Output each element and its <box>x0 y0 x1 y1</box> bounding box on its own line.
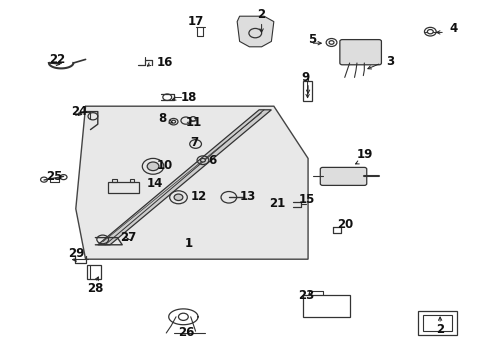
Bar <box>422 315 451 331</box>
Text: 11: 11 <box>185 116 202 129</box>
Text: 7: 7 <box>190 136 199 149</box>
Text: 18: 18 <box>181 91 197 104</box>
Text: 23: 23 <box>298 289 314 302</box>
Text: 10: 10 <box>156 159 172 172</box>
Text: 28: 28 <box>87 282 103 294</box>
Polygon shape <box>237 16 273 47</box>
FancyBboxPatch shape <box>339 40 381 65</box>
Circle shape <box>174 194 183 201</box>
Bar <box>107 182 139 193</box>
Bar <box>112 179 117 182</box>
Bar <box>87 265 101 279</box>
FancyBboxPatch shape <box>320 167 366 185</box>
Text: 12: 12 <box>190 190 206 203</box>
Text: 14: 14 <box>146 177 163 190</box>
Text: 1: 1 <box>184 237 192 249</box>
Circle shape <box>147 162 159 171</box>
Text: 19: 19 <box>356 148 372 161</box>
Text: 17: 17 <box>187 15 203 28</box>
Text: 2: 2 <box>257 8 265 21</box>
Text: 15: 15 <box>298 193 314 206</box>
Text: 4: 4 <box>449 22 457 35</box>
Text: 6: 6 <box>207 154 216 167</box>
Circle shape <box>200 158 205 162</box>
Text: 29: 29 <box>68 247 84 260</box>
Bar <box>129 179 134 182</box>
Text: 2: 2 <box>435 323 443 336</box>
Text: 13: 13 <box>239 190 255 203</box>
Bar <box>303 81 311 101</box>
Text: 16: 16 <box>156 57 172 69</box>
Polygon shape <box>76 106 307 259</box>
Text: 20: 20 <box>337 219 353 231</box>
Circle shape <box>427 30 432 34</box>
Circle shape <box>328 41 333 44</box>
Text: 5: 5 <box>307 33 316 46</box>
Text: 22: 22 <box>49 53 65 66</box>
Text: 9: 9 <box>301 71 309 84</box>
Text: 3: 3 <box>386 55 394 68</box>
Text: 25: 25 <box>46 170 62 183</box>
Bar <box>417 311 456 335</box>
Polygon shape <box>98 110 271 245</box>
Text: 26: 26 <box>177 327 194 339</box>
Text: 8: 8 <box>158 112 166 125</box>
Text: 24: 24 <box>71 105 87 118</box>
Text: 21: 21 <box>268 197 285 210</box>
Text: 27: 27 <box>120 231 136 244</box>
Bar <box>303 295 349 317</box>
Circle shape <box>171 120 175 123</box>
